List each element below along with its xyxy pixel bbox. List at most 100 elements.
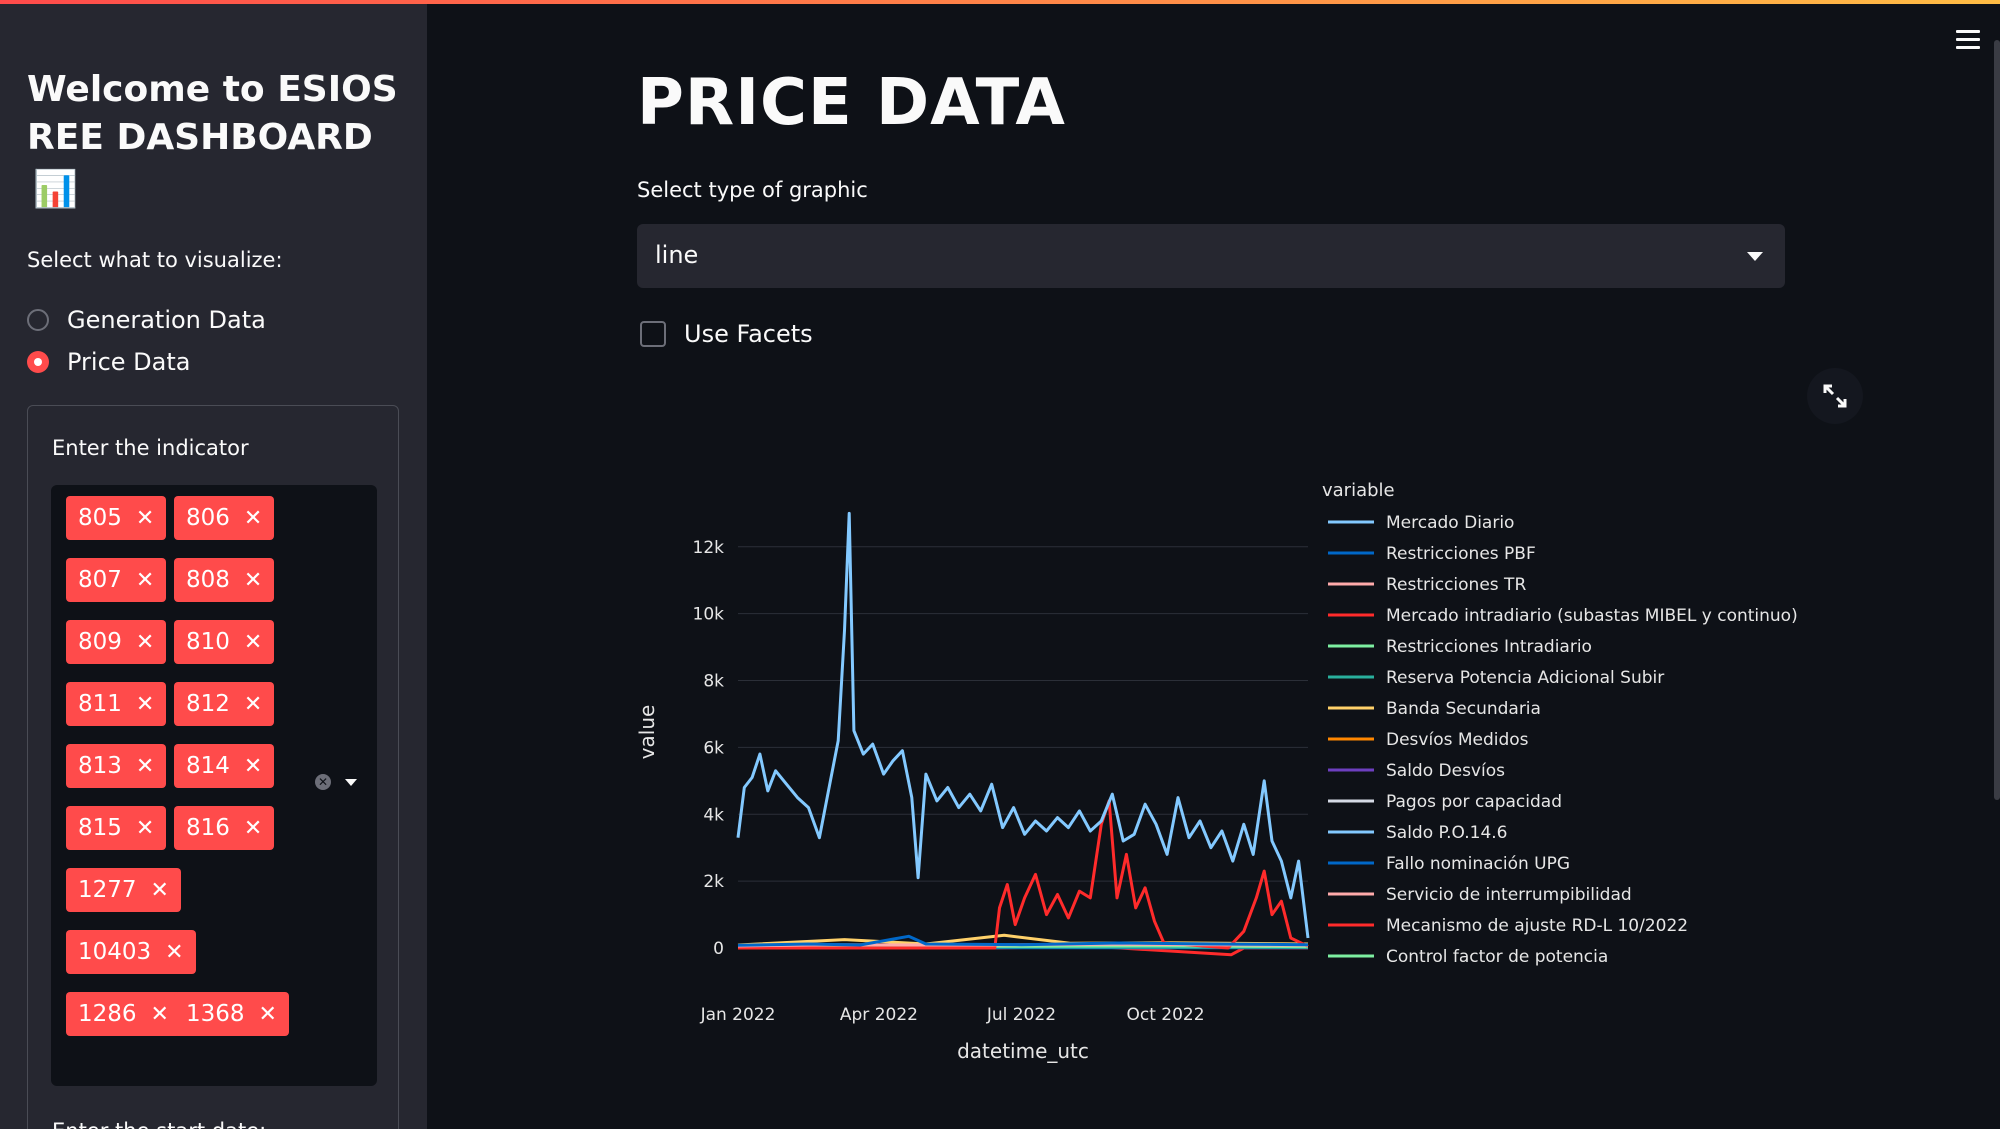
indicator-tag[interactable]: 807 ✕	[66, 558, 167, 602]
legend-item: Mercado intradiario (subastas MIBEL y co…	[1386, 606, 1798, 626]
legend-item: Restricciones Intradiario	[1386, 637, 1592, 657]
indicator-tag-label: 810	[186, 629, 230, 655]
graphic-type-value: line	[655, 241, 699, 269]
indicator-tag-label: 1277	[78, 877, 137, 903]
page-title: PRICE DATA	[637, 66, 1066, 140]
series-line	[737, 934, 1309, 947]
hamburger-menu-icon[interactable]	[1956, 30, 1980, 50]
indicator-tag[interactable]: 1286 ✕	[66, 992, 181, 1036]
indicator-tag[interactable]: 815 ✕	[66, 806, 167, 850]
indicator-tag[interactable]: 812 ✕	[174, 682, 275, 726]
indicator-tag-label: 805	[78, 505, 122, 531]
x-tick-label: Jul 2022	[986, 1005, 1056, 1025]
sidebar-title-text: Welcome to ESIOS REE DASHBOARD	[27, 69, 398, 158]
chevron-down-icon	[1747, 252, 1763, 261]
indicator-tag[interactable]: 814 ✕	[174, 744, 275, 788]
use-facets-label: Use Facets	[684, 320, 813, 348]
indicator-tag[interactable]: 805 ✕	[66, 496, 167, 540]
remove-tag-icon[interactable]: ✕	[243, 753, 263, 779]
legend-item: Saldo Desvíos	[1386, 761, 1505, 781]
indicator-tag-label: 813	[78, 753, 122, 779]
y-tick-label: 2k	[703, 872, 724, 892]
legend-item: Banda Secundaria	[1386, 699, 1541, 719]
remove-tag-icon[interactable]: ✕	[135, 753, 155, 779]
remove-tag-icon[interactable]: ✕	[243, 567, 263, 593]
remove-tag-icon[interactable]: ✕	[135, 691, 155, 717]
y-tick-label: 10k	[693, 605, 725, 625]
clear-all-icon[interactable]: ✕	[315, 774, 331, 790]
indicator-tag-label: 816	[186, 815, 230, 841]
radio-generation-data[interactable]: Generation Data	[27, 306, 266, 334]
indicator-tag-label: 10403	[78, 939, 152, 965]
chart-svg: 0 2k 4k 6k 8k 10k 12k Jan 2022 Apr 2022 Jul 2022 O…	[635, 480, 1798, 1063]
y-tick-label: 4k	[703, 805, 724, 825]
y-tick-label: 6k	[703, 738, 724, 758]
remove-tag-icon[interactable]: ✕	[150, 877, 169, 903]
remove-tag-icon[interactable]: ✕	[165, 939, 184, 965]
indicator-tag[interactable]: 1368 ✕	[174, 992, 289, 1036]
indicator-tag-label: 1368	[186, 1001, 245, 1027]
indicator-tag-label: 811	[78, 691, 122, 717]
remove-tag-icon[interactable]: ✕	[243, 505, 263, 531]
legend-item: Restricciones PBF	[1386, 544, 1536, 564]
legend-item: Fallo nominación UPG	[1386, 854, 1570, 874]
remove-tag-icon[interactable]: ✕	[243, 691, 263, 717]
legend-item: Mercado Diario	[1386, 513, 1514, 533]
indicator-tag[interactable]: 813 ✕	[66, 744, 167, 788]
sidebar-form-panel	[27, 405, 399, 1129]
series-line	[738, 799, 1309, 950]
indicator-tag-label: 812	[186, 691, 230, 717]
dropdown-chevron-icon[interactable]	[345, 778, 357, 786]
indicator-tag[interactable]: 816 ✕	[174, 806, 275, 850]
x-tick-label: Oct 2022	[1126, 1005, 1204, 1025]
fullscreen-button[interactable]	[1807, 368, 1863, 424]
remove-tag-icon[interactable]: ✕	[258, 1001, 277, 1027]
remove-tag-icon[interactable]: ✕	[135, 505, 155, 531]
indicator-tag-label: 808	[186, 567, 230, 593]
remove-tag-icon[interactable]: ✕	[243, 815, 263, 841]
x-tick-label: Apr 2022	[840, 1005, 918, 1025]
legend-item: Servicio de interrumpibilidad	[1386, 885, 1632, 905]
legend-item: Pagos por capacidad	[1386, 792, 1562, 812]
indicator-tag[interactable]: 810 ✕	[174, 620, 275, 664]
graphic-type-select[interactable]: line	[637, 224, 1785, 288]
y-tick-label: 12k	[693, 538, 725, 558]
radio-label: Generation Data	[67, 306, 266, 334]
y-axis-title: value	[635, 705, 659, 760]
indicator-tag-label: 806	[186, 505, 230, 531]
use-facets-checkbox[interactable]: Use Facets	[640, 320, 813, 348]
radio-label: Price Data	[67, 348, 191, 376]
indicator-tag[interactable]: 1277 ✕	[66, 868, 181, 912]
indicator-tag-label: 807	[78, 567, 122, 593]
indicator-tag-label: 814	[186, 753, 230, 779]
series-line	[736, 511, 1310, 939]
y-tick-label: 8k	[703, 672, 724, 692]
indicator-tag[interactable]: 809 ✕	[66, 620, 167, 664]
legend-item: Saldo P.O.14.6	[1386, 823, 1507, 843]
indicator-tag-label: 1286	[78, 1001, 137, 1027]
sidebar-title: Welcome to ESIOS REE DASHBOARD 📊	[27, 66, 407, 214]
sidebar: Welcome to ESIOS REE DASHBOARD 📊 Select w…	[0, 4, 427, 1129]
remove-tag-icon[interactable]: ✕	[135, 567, 155, 593]
legend-item: Desvíos Medidos	[1386, 730, 1529, 750]
x-tick-label: Jan 2022	[700, 1005, 776, 1025]
indicator-tag-label: 809	[78, 629, 122, 655]
indicator-tag[interactable]: 806 ✕	[174, 496, 275, 540]
remove-tag-icon[interactable]: ✕	[150, 1001, 169, 1027]
scrollbar[interactable]	[1994, 40, 2000, 800]
indicator-label: Enter the indicator	[52, 436, 249, 460]
remove-tag-icon[interactable]: ✕	[243, 629, 263, 655]
indicator-tag[interactable]: 811 ✕	[66, 682, 167, 726]
remove-tag-icon[interactable]: ✕	[135, 815, 155, 841]
radio-unselected-icon	[27, 309, 49, 331]
multiselect-controls: ✕	[315, 774, 357, 790]
price-line-chart[interactable]: 0 2k 4k 6k 8k 10k 12k Jan 2022 Apr 2022 Jul 2022 O…	[630, 470, 1830, 1080]
indicator-tag[interactable]: 808 ✕	[174, 558, 275, 602]
radio-price-data[interactable]: Price Data	[27, 348, 190, 376]
visualize-label: Select what to visualize:	[27, 248, 283, 272]
indicator-tag[interactable]: 10403 ✕	[66, 930, 196, 974]
legend-item: Mecanismo de ajuste RD-L 10/2022	[1386, 916, 1688, 936]
remove-tag-icon[interactable]: ✕	[135, 629, 155, 655]
graphic-type-label: Select type of graphic	[637, 178, 868, 202]
legend-item: Reserva Potencia Adicional Subir	[1386, 668, 1664, 688]
